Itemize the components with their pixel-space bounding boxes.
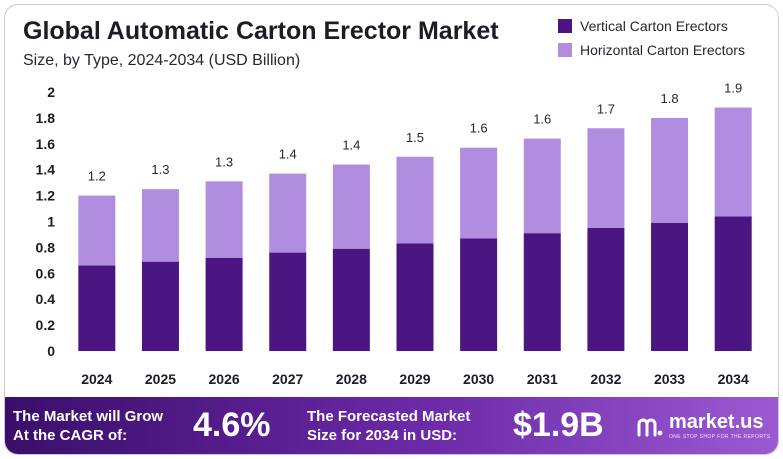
bar-total-label: 1.5 <box>406 130 424 145</box>
x-tick-label: 2033 <box>654 371 685 387</box>
y-tick-label: 0.4 <box>36 291 56 307</box>
x-tick-label: 2029 <box>399 371 430 387</box>
bar-vertical-2034 <box>714 216 752 351</box>
forecast-label-line1: The Forecasted Market <box>307 408 471 425</box>
x-tick-label: 2034 <box>718 371 749 387</box>
bar-vertical-2030 <box>460 238 498 351</box>
y-tick-label: 0.8 <box>36 239 56 255</box>
bar-horizontal-2030 <box>460 147 498 239</box>
y-tick-label: 0.6 <box>36 265 56 281</box>
x-tick-label: 2032 <box>590 371 621 387</box>
legend-swatch-horizontal <box>558 43 572 57</box>
bar-horizontal-2026 <box>205 181 243 258</box>
y-tick-label: 1.8 <box>36 110 56 126</box>
bar-vertical-2027 <box>269 252 307 351</box>
chart-card: Global Automatic Carton Erector Market S… <box>4 4 779 455</box>
y-tick-label: 1 <box>47 214 55 230</box>
y-tick-label: 1.6 <box>36 136 56 152</box>
x-tick-label: 2027 <box>272 371 303 387</box>
x-tick-label: 2026 <box>209 371 240 387</box>
bar-total-label: 1.2 <box>88 169 106 184</box>
x-tick-label: 2025 <box>145 371 176 387</box>
legend-item-vertical: Vertical Carton Erectors <box>558 14 745 38</box>
bar-total-label: 1.6 <box>533 112 551 127</box>
bar-horizontal-2028 <box>332 164 370 249</box>
bar-horizontal-2033 <box>651 117 689 223</box>
bar-horizontal-2031 <box>523 138 561 234</box>
chart-subtitle: Size, by Type, 2024-2034 (USD Billion) <box>23 52 301 69</box>
forecast-value: $1.9B <box>513 406 604 444</box>
bar-vertical-2029 <box>396 243 434 351</box>
cagr-label: The Market will Grow At the CAGR of: <box>13 407 163 445</box>
y-tick-label: 2 <box>47 84 55 100</box>
bar-horizontal-2025 <box>141 189 179 262</box>
footer-banner: The Market will Grow At the CAGR of: 4.6… <box>5 397 778 454</box>
forecast-label: The Forecasted Market Size for 2034 in U… <box>307 407 470 445</box>
brand-tagline: ONE STOP SHOP FOR THE REPORTS <box>669 434 771 440</box>
bar-horizontal-2029 <box>396 156 434 244</box>
cagr-label-line2: At the CAGR of: <box>13 427 128 444</box>
legend-item-horizontal: Horizontal Carton Erectors <box>558 38 745 62</box>
bar-horizontal-2027 <box>269 173 307 253</box>
x-tick-label: 2024 <box>81 371 112 387</box>
brand-name: market.us <box>669 411 764 433</box>
forecast-label-line2: Size for 2034 in USD: <box>307 427 458 444</box>
legend: Vertical Carton Erectors Horizontal Cart… <box>558 14 745 62</box>
y-axis: 0 0.2 0.4 0.6 0.8 1 1.2 1.4 1.6 1.8 2 <box>36 84 56 359</box>
bar-total-label: 1.8 <box>661 91 679 106</box>
y-tick-label: 1.4 <box>36 162 56 178</box>
bar-total-label: 1.3 <box>215 154 233 169</box>
y-tick-label: 0.2 <box>36 317 56 333</box>
bar-vertical-2031 <box>523 233 561 351</box>
bar-total-label: 1.4 <box>279 147 297 162</box>
bar-vertical-2028 <box>332 248 370 351</box>
bar-vertical-2025 <box>141 261 179 351</box>
bar-total-label: 1.6 <box>470 121 488 136</box>
bar-total-label: 1.4 <box>342 138 360 153</box>
y-tick-label: 0 <box>47 343 55 359</box>
bar-horizontal-2034 <box>714 107 752 217</box>
market-us-logo-icon <box>637 418 663 436</box>
bar-vertical-2026 <box>205 257 243 351</box>
y-tick-label: 1.2 <box>36 188 56 204</box>
legend-label-horizontal: Horizontal Carton Erectors <box>580 42 745 58</box>
bar-vertical-2033 <box>651 222 689 351</box>
bar-total-label: 1.9 <box>724 81 742 96</box>
bar-total-label: 1.7 <box>597 101 615 116</box>
bar-vertical-2024 <box>78 265 116 351</box>
bar-chart: 0 0.2 0.4 0.6 0.8 1 1.2 1.4 1.6 1.8 2 1.2 1.3 1.3 1.4… <box>36 81 752 387</box>
x-axis: 2024 2025 2026 2027 2028 2029 2030 2031 2032 2033… <box>81 371 749 387</box>
x-tick-label: 2028 <box>336 371 367 387</box>
bars: 1.2 1.3 1.3 1.4 1.4 1.5 1.6 1.6 1.7 1.8 1.9 <box>78 81 752 351</box>
cagr-label-line1: The Market will Grow <box>13 408 164 425</box>
bar-total-label: 1.3 <box>151 162 169 177</box>
x-tick-label: 2030 <box>463 371 494 387</box>
bar-horizontal-2032 <box>587 128 625 228</box>
x-tick-label: 2031 <box>527 371 558 387</box>
legend-label-vertical: Vertical Carton Erectors <box>580 18 728 34</box>
brand-logo: market.us ONE STOP SHOP FOR THE REPORTS <box>637 411 770 440</box>
bar-horizontal-2024 <box>78 195 116 266</box>
chart-title: Global Automatic Carton Erector Market <box>23 17 499 45</box>
legend-swatch-vertical <box>558 19 572 33</box>
bar-vertical-2032 <box>587 227 625 351</box>
cagr-value: 4.6% <box>193 406 271 444</box>
